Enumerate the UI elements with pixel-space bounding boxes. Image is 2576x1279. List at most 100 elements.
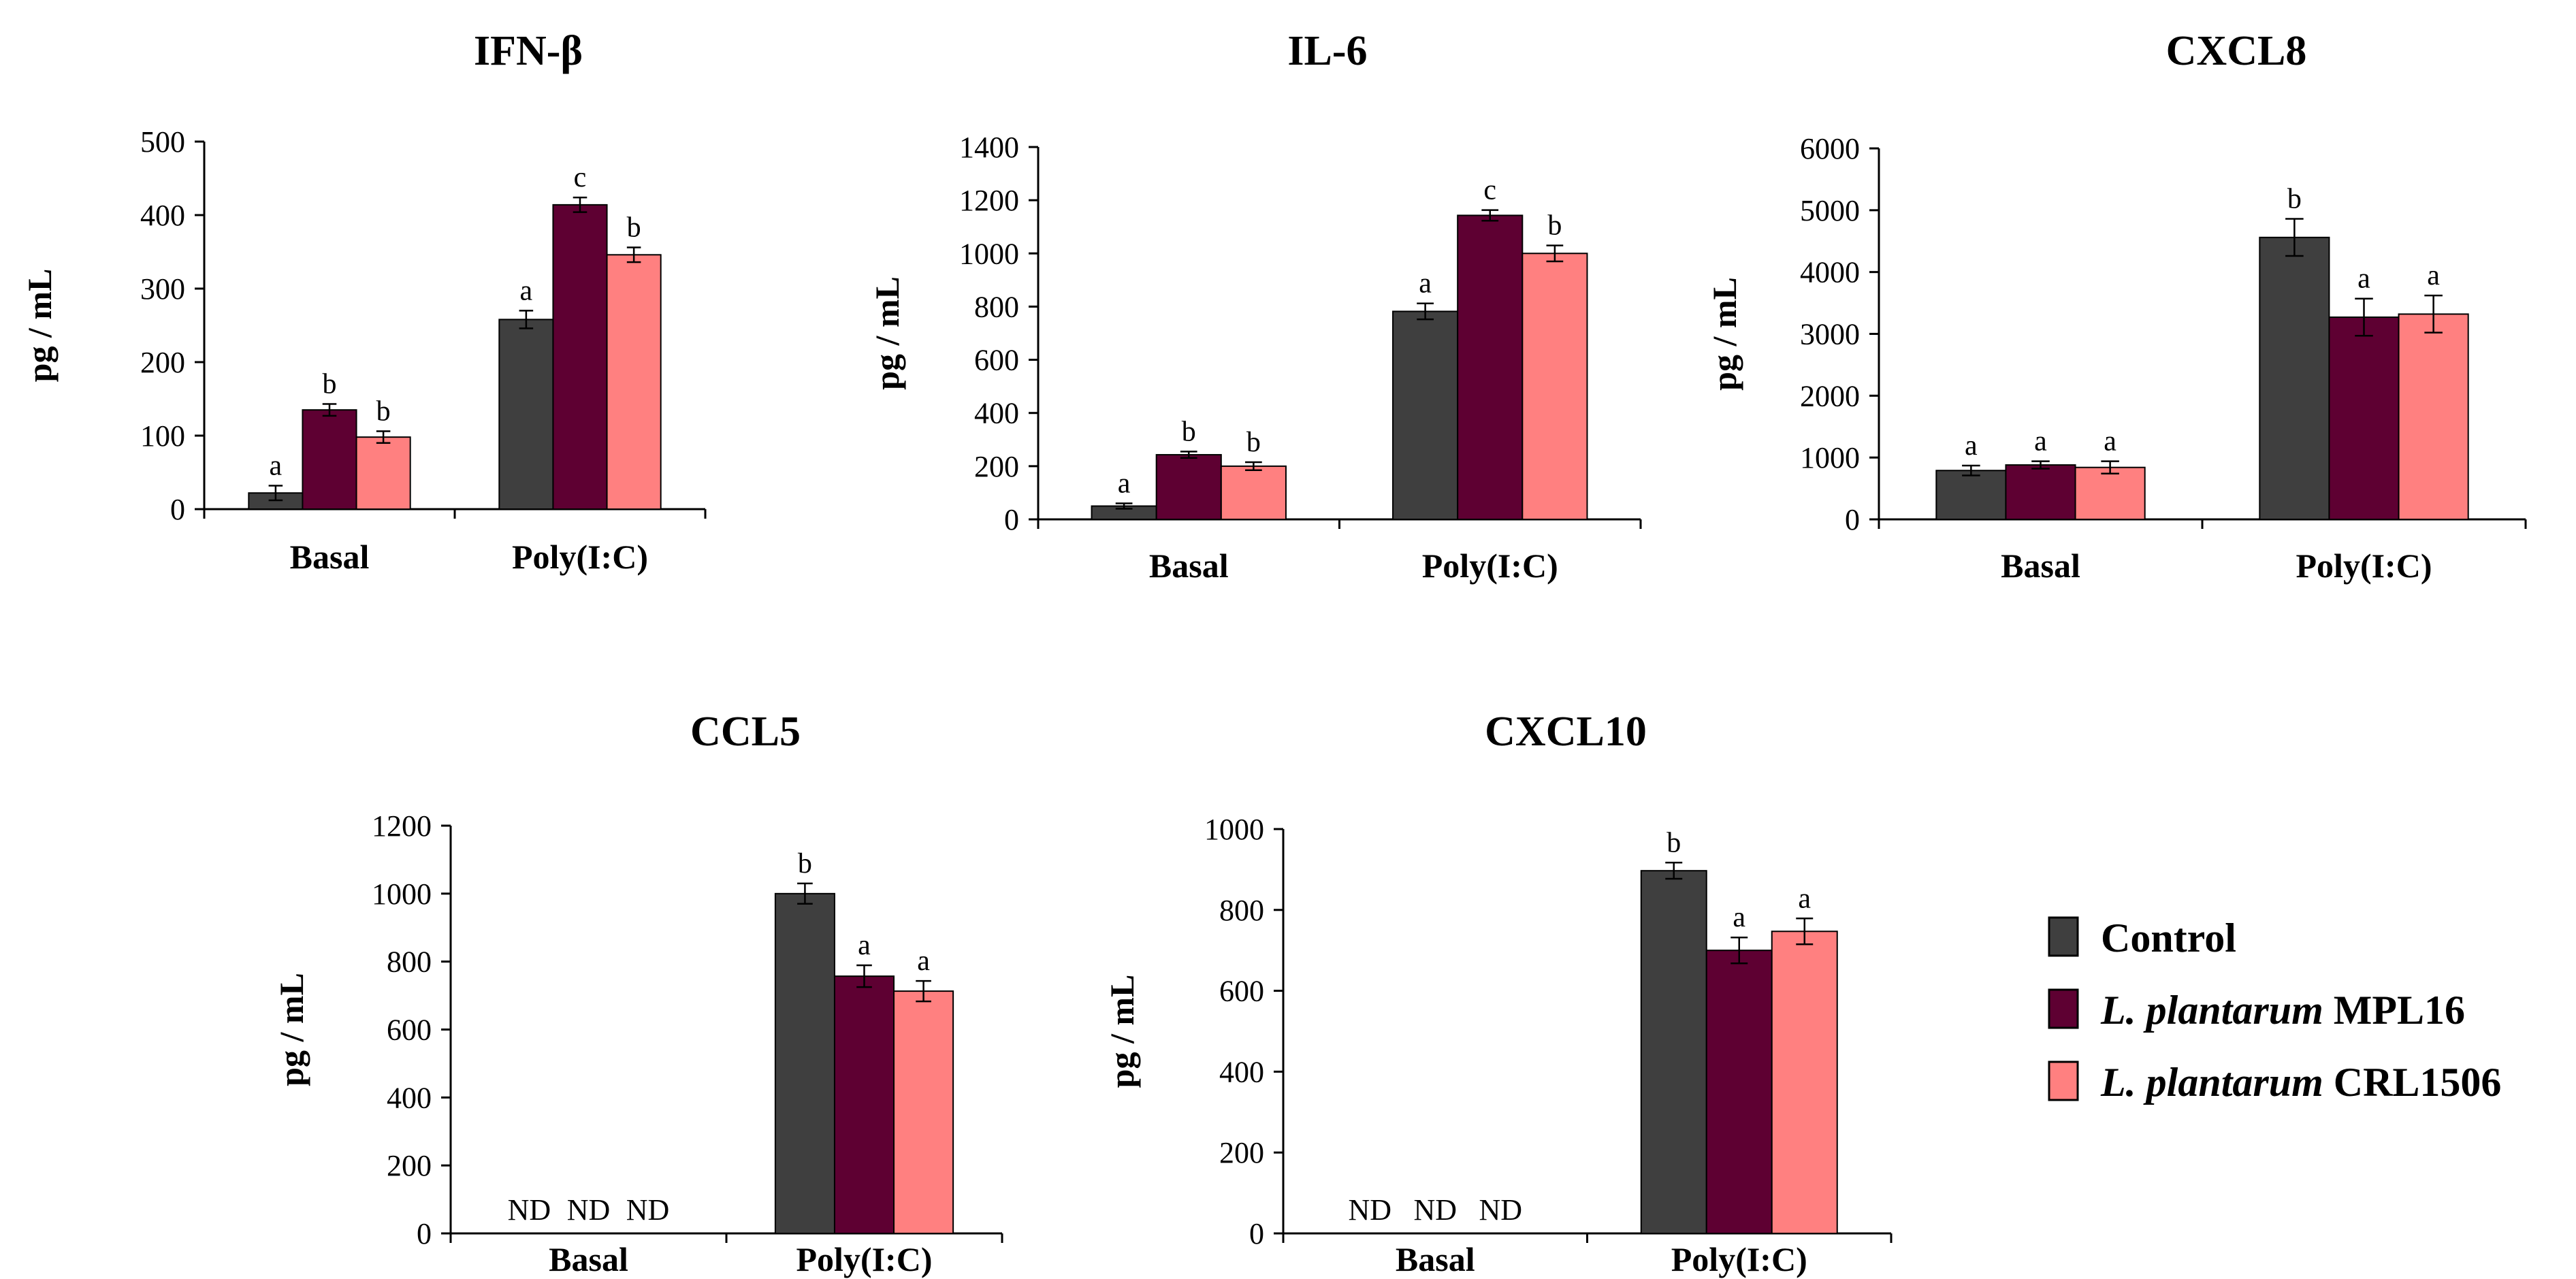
- legend-swatch-mpl16: [2048, 988, 2079, 1029]
- x-category-label: Poly(I:C): [512, 538, 648, 576]
- y-axis-label: pg / mL: [1705, 277, 1743, 391]
- bar-mpl16: [1155, 454, 1222, 521]
- y-tick-label: 1000: [372, 877, 432, 911]
- y-tick-label: 1400: [959, 131, 1019, 164]
- nd-label: ND: [567, 1193, 611, 1227]
- y-tick-label: 2000: [1800, 379, 1860, 412]
- bar-control: [498, 319, 554, 510]
- chart-title: IL-6: [1287, 28, 1367, 74]
- y-tick-label: 5000: [1800, 194, 1860, 227]
- y-tick-label: 200: [974, 450, 1019, 483]
- y-tick-label: 600: [974, 344, 1019, 377]
- nd-label: ND: [1413, 1193, 1457, 1227]
- chart-2: CXCL8 pg / mL 0 1000 2000 3000 4000 5000 6000 Bas…: [1705, 28, 2527, 585]
- significance-label: a: [1118, 468, 1131, 500]
- legend-label-mpl16: L. plantarum MPL16: [2100, 988, 2465, 1033]
- chart-3: CCL5 pg / mL 0 200 400 600 800 1000 1200 Basal ND N…: [272, 709, 1003, 1278]
- significance-label: b: [627, 212, 641, 244]
- bar-control: [774, 892, 835, 1235]
- significance-label: a: [2104, 426, 2116, 457]
- significance-label: a: [520, 275, 533, 306]
- significance-label: a: [2427, 260, 2440, 291]
- bar-crl1506: [606, 254, 662, 510]
- y-tick-label: 200: [140, 346, 185, 379]
- bar-control: [2259, 236, 2330, 520]
- x-category-label: Basal: [290, 538, 370, 576]
- significance-label: a: [1419, 268, 1432, 299]
- legend-swatch-control: [2048, 916, 2079, 957]
- legend: Control L. plantarum MPL16 L. plantarum …: [2048, 916, 2501, 1105]
- bar-mpl16: [2005, 464, 2076, 520]
- bar-control: [1640, 870, 1707, 1234]
- chart-title: CXCL8: [2166, 28, 2307, 74]
- significance-label: b: [1182, 416, 1196, 447]
- y-tick-label: 400: [1219, 1055, 1264, 1088]
- y-tick-label: 0: [170, 493, 185, 526]
- legend-label-control: Control: [2101, 916, 2236, 960]
- bar-mpl16: [2328, 316, 2400, 520]
- legend-item-control: Control: [2048, 916, 2236, 960]
- significance-label: a: [1798, 883, 1811, 914]
- y-tick-label: 300: [140, 272, 185, 306]
- y-axis-label: pg / mL: [20, 269, 59, 383]
- significance-label: b: [323, 369, 337, 400]
- x-category-label: Basal: [549, 1240, 628, 1278]
- legend-label-crl1506: L. plantarum CRL1506: [2100, 1060, 2501, 1105]
- y-tick-label: 600: [1219, 975, 1264, 1008]
- bar-crl1506: [355, 436, 411, 510]
- significance-label: a: [917, 945, 930, 977]
- bar-crl1506: [2398, 313, 2469, 520]
- significance-label: a: [1733, 902, 1745, 933]
- bar-crl1506: [893, 990, 954, 1234]
- legend-item-crl1506: L. plantarum CRL1506: [2048, 1060, 2501, 1105]
- y-tick-label: 1000: [959, 237, 1019, 270]
- y-tick-label: 1000: [1800, 441, 1860, 474]
- nd-label: ND: [626, 1193, 670, 1227]
- bar-crl1506: [1220, 465, 1287, 520]
- y-tick-label: 4000: [1800, 256, 1860, 289]
- y-tick-label: 0: [417, 1217, 432, 1250]
- significance-label: a: [2357, 263, 2370, 295]
- chart-0: IFN-β pg / mL 0 100 200 300 400 500 Basal a b b Poly…: [20, 28, 707, 576]
- legend-item-mpl16: L. plantarum MPL16: [2048, 988, 2465, 1033]
- chart-title: CCL5: [690, 709, 801, 755]
- y-tick-label: 400: [387, 1081, 432, 1114]
- y-tick-label: 0: [1004, 503, 1019, 536]
- bar-mpl16: [1705, 950, 1773, 1234]
- significance-label: c: [1483, 175, 1496, 206]
- bar-mpl16: [833, 975, 895, 1235]
- y-tick-label: 0: [1845, 503, 1860, 536]
- y-tick-label: 400: [140, 199, 185, 232]
- significance-label: b: [798, 848, 812, 879]
- nd-label: ND: [1479, 1193, 1522, 1227]
- charts-container: IFN-β pg / mL 0 100 200 300 400 500 Basal a b b Poly…: [20, 28, 2527, 1278]
- significance-label: b: [1547, 210, 1562, 242]
- y-tick-label: 200: [387, 1149, 432, 1182]
- y-tick-label: 200: [1219, 1136, 1264, 1169]
- bar-crl1506: [2074, 466, 2146, 521]
- x-category-label: Poly(I:C): [2296, 547, 2432, 585]
- chart-title: CXCL10: [1485, 709, 1647, 755]
- bar-mpl16: [302, 409, 357, 511]
- y-axis-label: pg / mL: [1103, 975, 1141, 1088]
- y-tick-label: 400: [974, 397, 1019, 430]
- y-tick-label: 500: [140, 125, 185, 159]
- y-tick-label: 800: [1219, 894, 1264, 927]
- y-tick-label: 800: [974, 290, 1019, 323]
- significance-label: b: [2287, 184, 2302, 215]
- bar-mpl16: [1457, 214, 1524, 520]
- y-tick-label: 100: [140, 419, 185, 453]
- y-tick-label: 0: [1249, 1217, 1264, 1250]
- y-axis-label: pg / mL: [272, 973, 310, 1086]
- significance-label: c: [574, 162, 587, 193]
- bar-control: [1392, 310, 1459, 520]
- y-tick-label: 600: [387, 1014, 432, 1047]
- significance-label: b: [1667, 827, 1681, 858]
- x-category-label: Poly(I:C): [1671, 1240, 1807, 1278]
- significance-label: a: [858, 930, 871, 961]
- y-tick-label: 1200: [372, 809, 432, 843]
- bar-crl1506: [1522, 253, 1588, 520]
- y-tick-label: 1000: [1204, 813, 1264, 846]
